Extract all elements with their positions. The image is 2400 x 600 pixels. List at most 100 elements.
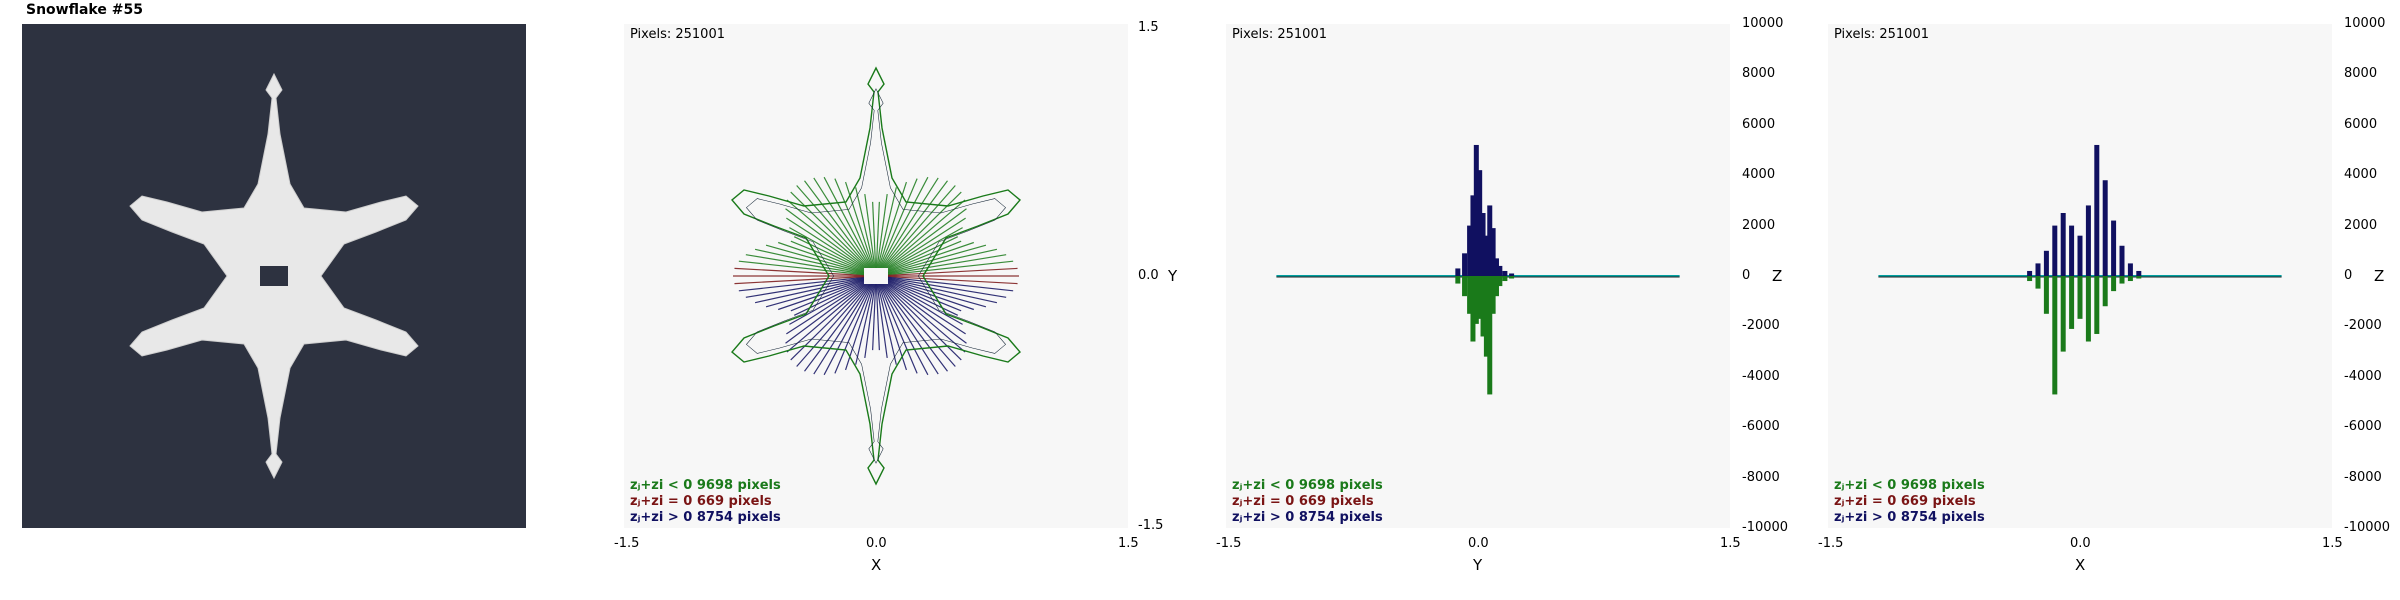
xy-stroke bbox=[785, 208, 877, 277]
y-tick-label: 4000 bbox=[2344, 167, 2378, 183]
xy-stroke bbox=[875, 178, 918, 277]
bar bbox=[1490, 228, 1496, 276]
xy-stroke bbox=[875, 275, 888, 358]
xy-stroke bbox=[875, 176, 929, 277]
xy-outline-inner bbox=[746, 88, 1006, 464]
bar bbox=[2077, 235, 2083, 276]
xy-stroke bbox=[786, 275, 877, 353]
xy-stroke bbox=[745, 254, 877, 277]
legend: zⱼ+zi < 0 9698 pixels zⱼ+zi = 0 669 pixe… bbox=[1232, 478, 1383, 526]
bar bbox=[2085, 276, 2091, 342]
xy-stroke bbox=[790, 240, 877, 277]
legend-positive: zⱼ+zi > 0 8754 pixels bbox=[1232, 510, 1383, 525]
bar bbox=[2060, 213, 2066, 276]
xy-stroke bbox=[777, 241, 877, 277]
xy-stroke bbox=[875, 275, 956, 367]
bar bbox=[1509, 276, 1515, 279]
x-axis-label: Y bbox=[1473, 556, 1483, 574]
y-tick-label: -2000 bbox=[1742, 318, 1780, 334]
y-tick-label: 0 bbox=[1742, 268, 1751, 283]
xy-stroke bbox=[875, 227, 963, 277]
bar bbox=[1490, 276, 1496, 314]
x-tick-label: 1.5 bbox=[1720, 536, 1741, 551]
xy-stroke bbox=[834, 178, 877, 277]
x-axis-label: X bbox=[2075, 556, 2086, 574]
xy-stroke bbox=[875, 275, 987, 308]
xy-stroke bbox=[855, 275, 877, 365]
legend: zⱼ+zi < 0 9698 pixels zⱼ+zi = 0 669 pixe… bbox=[1834, 478, 1985, 526]
legend-negative: zⱼ+zi < 0 9698 pixels bbox=[1232, 478, 1383, 493]
bar bbox=[2035, 276, 2041, 289]
xy-stroke bbox=[875, 181, 908, 277]
xy-stroke bbox=[754, 248, 877, 277]
xy-stroke bbox=[790, 191, 877, 277]
y-axis-label: Z bbox=[2374, 267, 2385, 285]
xy-stroke bbox=[875, 177, 939, 277]
bar bbox=[2127, 263, 2133, 276]
bar bbox=[2035, 263, 2041, 276]
bar bbox=[1493, 276, 1499, 297]
xy-stroke bbox=[804, 275, 877, 372]
y-tick-label: 2000 bbox=[2344, 217, 2378, 233]
xy-stroke bbox=[875, 275, 962, 361]
x-tick-label: -1.5 bbox=[1818, 536, 1844, 551]
xy-stroke bbox=[875, 275, 897, 365]
bar bbox=[2119, 276, 2125, 284]
y-tick-label: -6000 bbox=[2344, 419, 2382, 435]
xy-stroke bbox=[875, 275, 880, 351]
xy-stroke bbox=[765, 275, 877, 308]
pixels-count: Pixels: 251001 bbox=[1232, 27, 1327, 42]
xy-stroke bbox=[875, 194, 888, 277]
xy-stroke bbox=[875, 275, 908, 371]
legend-negative: zⱼ+zi < 0 9698 pixels bbox=[1834, 478, 1985, 493]
legend: zⱼ+zi < 0 9698 pixels zⱼ+zi = 0 669 pixe… bbox=[630, 478, 781, 526]
x-tick-label: 1.5 bbox=[1118, 536, 1139, 551]
bar bbox=[1455, 276, 1461, 284]
xy-stroke bbox=[734, 275, 877, 285]
y-tick-label: -2000 bbox=[2344, 318, 2382, 334]
y-tick-label: 10000 bbox=[2344, 16, 2386, 31]
xy-stroke bbox=[786, 217, 877, 277]
y-tick-label: 0 bbox=[2344, 268, 2353, 283]
xy-stroke bbox=[875, 241, 975, 277]
y-tick-label: -4000 bbox=[1742, 368, 1780, 384]
xy-stroke bbox=[864, 275, 877, 358]
bar bbox=[2027, 276, 2033, 282]
xy-stroke bbox=[855, 187, 877, 277]
fractal-thumbnail bbox=[22, 24, 526, 528]
xy-stroke bbox=[875, 180, 948, 277]
x-tick-label: 0.0 bbox=[1468, 536, 1489, 551]
xy-stroke bbox=[875, 199, 966, 277]
xy-stroke bbox=[834, 275, 877, 374]
xy-stroke bbox=[793, 275, 877, 316]
x-tick-label: -1.5 bbox=[1216, 536, 1242, 551]
xz-histogram bbox=[1878, 144, 2282, 395]
xy-stroke bbox=[813, 177, 877, 277]
bar bbox=[2102, 276, 2108, 307]
x-tick-label: -1.5 bbox=[614, 536, 640, 551]
y-tick-label: 4000 bbox=[1742, 167, 1776, 183]
xy-stroke bbox=[875, 185, 956, 277]
bar bbox=[1487, 276, 1493, 395]
xy-stroke bbox=[813, 275, 877, 375]
bar bbox=[2052, 276, 2058, 395]
y-tick-label: -4000 bbox=[2344, 368, 2382, 384]
xy-stroke bbox=[738, 275, 877, 292]
xy-stroke bbox=[745, 275, 877, 298]
xy-stroke bbox=[875, 275, 967, 344]
xy-outline bbox=[731, 66, 1021, 486]
x-tick-label: 0.0 bbox=[2070, 536, 2091, 551]
bar bbox=[1509, 273, 1515, 276]
yz-histogram bbox=[1276, 144, 1680, 395]
xy-stroke bbox=[796, 185, 877, 277]
xy-stroke bbox=[875, 275, 929, 376]
y-tick-label: 1.5 bbox=[1138, 20, 1159, 35]
xy-stroke bbox=[875, 267, 1018, 277]
pixels-count: Pixels: 251001 bbox=[1834, 27, 1929, 42]
xy-stroke bbox=[793, 236, 877, 277]
bar bbox=[1462, 253, 1468, 276]
y-tick-label: -8000 bbox=[1742, 469, 1780, 485]
bar bbox=[1470, 195, 1476, 276]
y-tick-label: -6000 bbox=[1742, 419, 1780, 435]
bar bbox=[2077, 276, 2083, 319]
